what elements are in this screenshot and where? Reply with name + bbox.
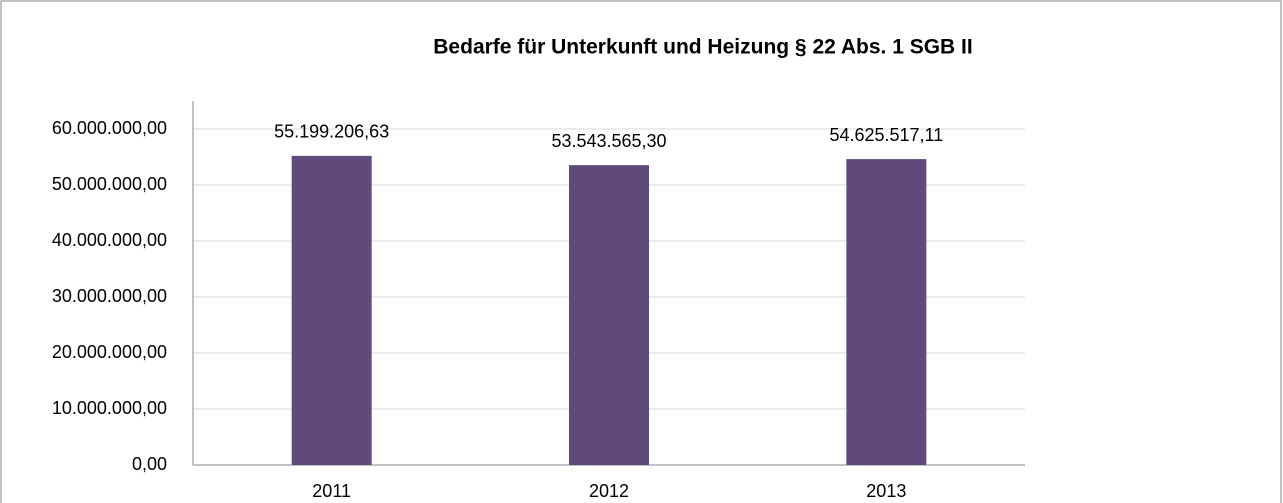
y-tick-label: 0,00 [132,454,167,474]
y-tick-label: 40.000.000,00 [52,230,167,250]
y-tick-label: 60.000.000,00 [52,118,167,138]
y-tick-label: 50.000.000,00 [52,174,167,194]
chart-title: Bedarfe für Unterkunft und Heizung § 22 … [433,36,972,59]
x-tick-label: 2011 [312,481,351,501]
bar [569,165,649,465]
y-tick-label: 10.000.000,00 [52,398,167,418]
bar [291,155,372,465]
bar [846,159,927,465]
value-label: 55.199.206,63 [274,122,389,142]
x-tick-label: 2012 [589,481,629,501]
y-tick-label: 20.000.000,00 [52,342,167,362]
value-label: 54.625.517,11 [829,125,943,145]
x-tick-label: 2013 [866,481,906,501]
y-tick-label: 30.000.000,00 [52,286,167,306]
value-label: 53.543.565,30 [551,131,666,151]
